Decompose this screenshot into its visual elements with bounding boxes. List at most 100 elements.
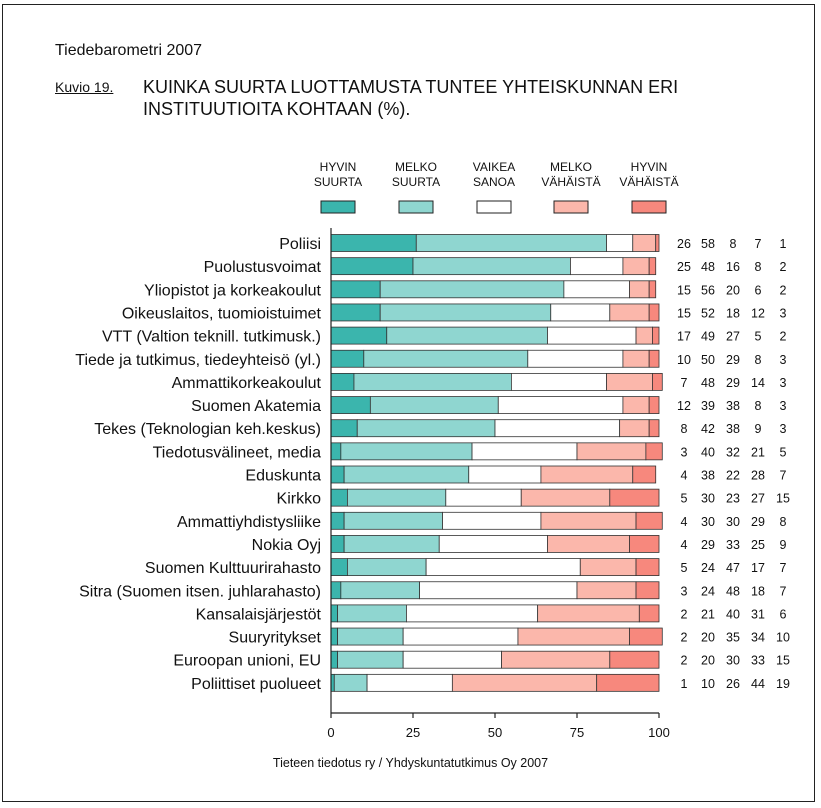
value-label: 48 xyxy=(726,584,740,598)
value-label: 18 xyxy=(726,306,740,320)
bar-segment xyxy=(442,511,542,530)
value-label: 38 xyxy=(726,422,740,436)
bar-segment xyxy=(330,280,381,299)
value-label: 7 xyxy=(780,561,787,575)
value-label: 3 xyxy=(780,306,787,320)
value-label: 6 xyxy=(755,283,762,297)
bar-segment xyxy=(330,326,388,345)
bar-segment xyxy=(527,349,624,368)
value-label: 56 xyxy=(701,283,715,297)
value-label: 3 xyxy=(780,422,787,436)
value-label: 23 xyxy=(726,492,740,506)
bar-segment xyxy=(635,511,663,530)
bar-segment xyxy=(451,673,598,692)
value-label: 2 xyxy=(681,607,688,621)
legend-label: HYVIN xyxy=(631,160,668,174)
bar-segment xyxy=(363,349,529,368)
bar-segment xyxy=(648,396,660,414)
bar-segment xyxy=(356,419,496,438)
value-label: 21 xyxy=(751,445,765,459)
value-label: 3 xyxy=(780,376,787,390)
value-label: 25 xyxy=(751,538,765,552)
value-label: 21 xyxy=(701,607,715,621)
bar-segment xyxy=(346,558,427,576)
value-label: 6 xyxy=(780,607,787,621)
bar-segment xyxy=(330,372,355,391)
bar-segment xyxy=(655,234,660,252)
bar-segment xyxy=(652,372,663,391)
bar-segment xyxy=(402,650,502,669)
bar-row xyxy=(330,396,660,414)
bar-row xyxy=(330,581,660,600)
bar-segment xyxy=(563,280,630,299)
bar-segment xyxy=(497,396,624,414)
value-label: 7 xyxy=(681,376,688,390)
value-label: 34 xyxy=(751,631,765,645)
bar-row xyxy=(330,419,660,438)
value-label: 22 xyxy=(726,469,740,483)
bar-segment xyxy=(648,303,660,322)
bar-segment xyxy=(330,465,345,484)
category-label: Tekes (Teknologian keh.keskus) xyxy=(94,421,321,438)
legend-label: VÄHÄISTÄ xyxy=(541,175,600,189)
bar-segment xyxy=(648,257,657,276)
bar-row xyxy=(330,511,663,530)
bar-segment xyxy=(629,535,660,553)
legend-swatch xyxy=(476,200,512,214)
bar-segment xyxy=(330,604,338,623)
bar-segment xyxy=(622,257,650,276)
bar-segment xyxy=(635,326,653,345)
category-labels: Poliisi Puolustusvoimat Yliopistot ja kork… xyxy=(75,236,321,693)
bar-segment xyxy=(330,511,345,530)
value-label: 29 xyxy=(751,515,765,529)
bar-segment xyxy=(337,627,404,646)
bar-segment xyxy=(609,303,650,322)
value-label: 8 xyxy=(681,422,688,436)
bar-segment xyxy=(632,465,657,484)
bar-segment xyxy=(379,280,565,299)
value-label: 8 xyxy=(780,515,787,529)
category-label: Eduskunta xyxy=(245,468,321,485)
legend-label: SUURTA xyxy=(314,175,362,189)
bar-segment xyxy=(632,234,657,252)
category-label: Nokia Oyj xyxy=(252,537,321,554)
bar-row xyxy=(330,442,663,461)
bar-segment xyxy=(330,627,338,646)
value-label: 58 xyxy=(701,237,715,251)
bar-segment xyxy=(606,234,634,252)
bar-segment xyxy=(622,349,650,368)
value-label: 15 xyxy=(776,654,790,668)
legend-swatch xyxy=(398,200,434,214)
bar-segment xyxy=(652,326,660,345)
bar-segment xyxy=(606,372,653,391)
value-label: 12 xyxy=(751,306,765,320)
bar-segment xyxy=(412,257,571,276)
x-axis: 0 25 50 75 100 xyxy=(327,228,670,740)
value-label: 30 xyxy=(701,492,715,506)
value-label: 49 xyxy=(701,330,715,344)
value-label: 2 xyxy=(780,330,787,344)
bar-segment xyxy=(494,419,621,438)
bar-row xyxy=(330,280,657,299)
value-label: 30 xyxy=(726,654,740,668)
value-label: 8 xyxy=(755,399,762,413)
value-label: 7 xyxy=(780,584,787,598)
value-label: 9 xyxy=(780,538,787,552)
value-label: 10 xyxy=(776,631,790,645)
category-label: Poliittiset puolueet xyxy=(191,676,321,693)
value-label: 8 xyxy=(755,260,762,274)
chart-title: KUINKA SUURTA LUOTTAMUSTA TUNTEE YHTEISK… xyxy=(143,77,679,119)
bar-segment xyxy=(629,280,650,299)
bar-segment xyxy=(438,535,548,553)
value-label: 29 xyxy=(701,538,715,552)
value-label: 29 xyxy=(726,353,740,367)
value-table: 26 58 8 7 125 48 16 8 215 56 20 6 215 52 18 12 317 49 27 5 2… xyxy=(677,237,790,691)
bar-segment xyxy=(635,581,660,600)
bar-segment xyxy=(353,372,512,391)
legend: HYVINSUURTAMELKOSUURTAVAIKEASANOAMELKOVÄ… xyxy=(314,160,679,214)
value-label: 15 xyxy=(776,492,790,506)
value-label: 20 xyxy=(726,283,740,297)
bar-segment xyxy=(386,326,548,345)
bar-row xyxy=(330,627,663,646)
